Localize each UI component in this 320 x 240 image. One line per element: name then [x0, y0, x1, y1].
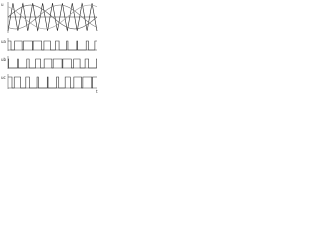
pwm-figure: u ua ub uc t — [1, 2, 98, 94]
carrier-wave — [7, 2, 98, 32]
panel-label: ua — [1, 39, 7, 44]
time-label: t — [96, 89, 98, 94]
reference-wave — [7, 4, 98, 30]
pulse-train — [8, 40, 97, 51]
panel-label: ub — [1, 57, 7, 62]
panel-label: u — [1, 2, 4, 7]
reference-wave — [7, 4, 98, 30]
pulse-train — [8, 76, 97, 89]
reference-wave — [7, 4, 98, 30]
pulse-train — [8, 58, 97, 69]
panel-label: uc — [1, 75, 6, 80]
